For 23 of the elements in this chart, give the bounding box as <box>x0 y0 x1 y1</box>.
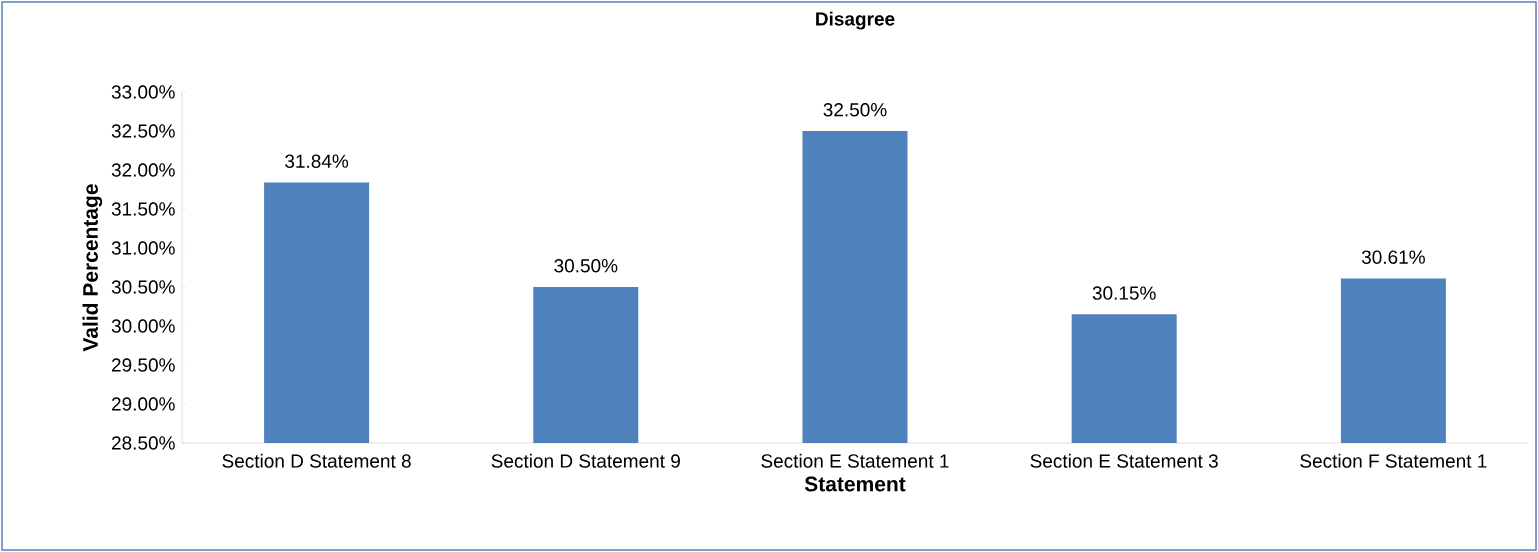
y-tick-label: 32.50% <box>111 124 175 138</box>
x-tick-label: Section F Statement 1 <box>1300 453 1487 468</box>
data-label: 30.50% <box>554 259 618 273</box>
data-label: 31.84% <box>285 154 349 168</box>
x-tick-label: Section E Statement 3 <box>1030 453 1218 468</box>
x-axis-title: Statement <box>804 476 906 492</box>
y-tick-label: 31.00% <box>111 241 175 255</box>
y-axis-title: Valid Percentage <box>82 184 103 352</box>
data-label: 30.61% <box>1361 250 1425 264</box>
y-tick-label: 29.00% <box>111 397 175 411</box>
data-label: 30.15% <box>1092 286 1156 300</box>
x-tick-label: Section D Statement 9 <box>491 453 680 468</box>
x-tick-label: Section E Statement 1 <box>761 453 949 468</box>
y-tick-label: 28.50% <box>111 436 175 450</box>
y-tick-label: 31.50% <box>111 202 175 216</box>
y-tick-label: 32.00% <box>111 163 175 177</box>
y-tick-label: 30.50% <box>111 280 175 294</box>
y-tick-label: 33.00% <box>111 85 175 99</box>
x-tick-label: Section D Statement 8 <box>222 453 411 468</box>
y-tick-label: 30.00% <box>111 319 175 333</box>
y-tick-label: 29.50% <box>111 358 175 372</box>
chart-title: Disagree <box>816 11 895 30</box>
data-label: 32.50% <box>823 103 887 117</box>
